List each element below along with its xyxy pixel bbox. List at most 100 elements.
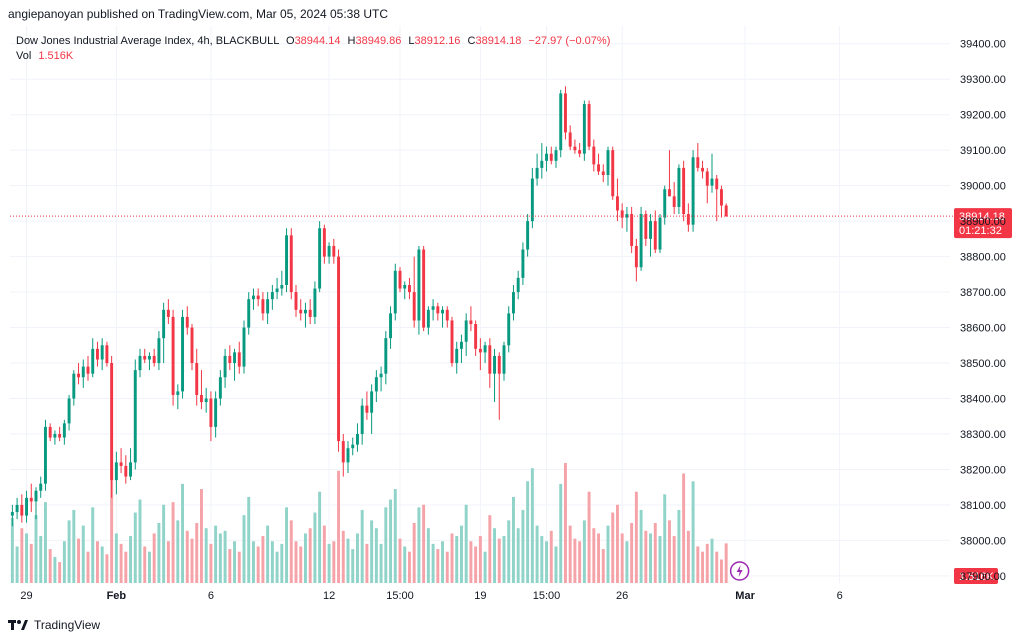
volume-bar <box>247 496 251 583</box>
candle-body <box>407 284 411 293</box>
candle-body <box>110 363 114 481</box>
legend-low-label: L <box>408 35 415 47</box>
volume-bar <box>10 517 14 583</box>
legend-close-label: C <box>467 35 476 47</box>
volume-bar <box>223 530 227 583</box>
price-axis[interactable]: 39400.00 39300.00 39200.00 39100.00 39000.00… <box>960 39 1006 583</box>
candle-body <box>43 426 47 484</box>
candle-body <box>474 324 478 349</box>
candle-body <box>138 355 142 371</box>
legend-high-value: 38949.86 <box>355 35 402 47</box>
candle-body <box>578 150 582 154</box>
volume-bar <box>573 538 577 583</box>
volume-bar <box>563 463 567 583</box>
volume-bar <box>478 536 482 583</box>
volume-bar <box>450 533 454 583</box>
volume-bar <box>516 528 520 583</box>
volume-bar <box>185 530 189 583</box>
time-tick-label: 12 <box>323 590 335 602</box>
price-tick-label: 39300.00 <box>960 74 1006 86</box>
last-volume-tag <box>954 568 998 584</box>
volume-bar <box>389 499 393 583</box>
volume-bar <box>322 525 326 583</box>
volume-bar <box>105 554 109 583</box>
volume-bar <box>615 504 619 583</box>
price-tick-label: 38500.00 <box>960 358 1006 370</box>
candle-body <box>294 292 298 310</box>
candle-body <box>625 214 629 218</box>
volume-bar <box>445 551 449 583</box>
volume-bar <box>143 546 147 583</box>
candle-body <box>705 171 709 186</box>
price-tick-label: 38200.00 <box>960 464 1006 476</box>
candle-body <box>701 167 705 172</box>
candle-body <box>615 196 619 211</box>
price-tick-label: 38700.00 <box>960 287 1006 299</box>
candle-body <box>535 167 539 179</box>
volume-bar <box>705 543 709 583</box>
candle-body <box>398 270 402 289</box>
time-axis[interactable]: 29 Feb 6 12 15:00 19 15:00 26 Mar 6 <box>20 590 842 602</box>
volume-bar <box>346 538 350 583</box>
volume-bar <box>251 541 255 583</box>
volume-bar <box>601 549 605 583</box>
candle-body <box>72 373 76 399</box>
volume-bar <box>204 528 208 583</box>
volume-bar <box>15 546 19 583</box>
volume-bar <box>436 549 440 583</box>
last-price-tag <box>954 208 1012 239</box>
candle-body <box>611 150 615 197</box>
volume-bar <box>355 533 359 583</box>
legend-close-value: 38914.18 <box>475 35 522 47</box>
candle-body <box>105 345 109 364</box>
candle-body <box>39 483 43 491</box>
candle-body <box>20 504 24 516</box>
legend-row-ohlc: Dow Jones Industrial Average Index, 4h, … <box>16 34 610 49</box>
volume-bar <box>20 528 24 583</box>
volume-bar <box>469 541 473 583</box>
volume-bar <box>199 489 203 583</box>
volume-bar <box>393 489 397 583</box>
footer-brand: TradingView <box>34 618 101 632</box>
candle-body <box>119 462 123 466</box>
candle-body <box>256 295 260 300</box>
volume-bar <box>374 528 378 583</box>
time-tick-label: Feb <box>107 590 127 602</box>
volume-bar <box>535 525 539 583</box>
volume-bar <box>719 559 723 583</box>
last-price-label: 38914.18 <box>959 211 1005 223</box>
volume-bar <box>630 523 634 583</box>
candle-body <box>58 433 62 438</box>
candle-body <box>299 309 303 314</box>
volume-bar <box>530 468 534 583</box>
candle-body <box>318 228 322 289</box>
volume-bar <box>370 520 374 583</box>
candle-body <box>152 355 156 364</box>
candle-body <box>355 433 359 445</box>
candle-body <box>644 214 648 239</box>
candle-body <box>417 249 421 321</box>
candle-body <box>445 309 449 321</box>
candle-body <box>190 327 194 364</box>
legend-open-value: 38944.14 <box>294 35 341 47</box>
candle-body <box>620 210 624 218</box>
volume-bar <box>686 530 690 583</box>
tradingview-logo-icon <box>8 620 28 630</box>
chart-area[interactable]: 38914.18 01:21:32 1.516K 39400.00 39300.00 3… <box>0 26 1024 608</box>
volume-bar <box>582 520 586 583</box>
candle-body <box>162 309 166 339</box>
candle-body <box>658 217 662 250</box>
volume-bar <box>72 509 76 583</box>
legend-low-value: 38912.16 <box>414 35 461 47</box>
volume-bar <box>214 525 218 583</box>
candle-body <box>559 93 563 151</box>
candle-body <box>630 214 634 246</box>
candle-body <box>218 377 222 399</box>
volume-bar <box>176 520 180 583</box>
volume-bar <box>502 536 506 583</box>
volume-bar <box>597 533 601 583</box>
candle-body <box>351 444 355 449</box>
candle-body <box>483 345 487 353</box>
candle-body <box>710 178 714 186</box>
